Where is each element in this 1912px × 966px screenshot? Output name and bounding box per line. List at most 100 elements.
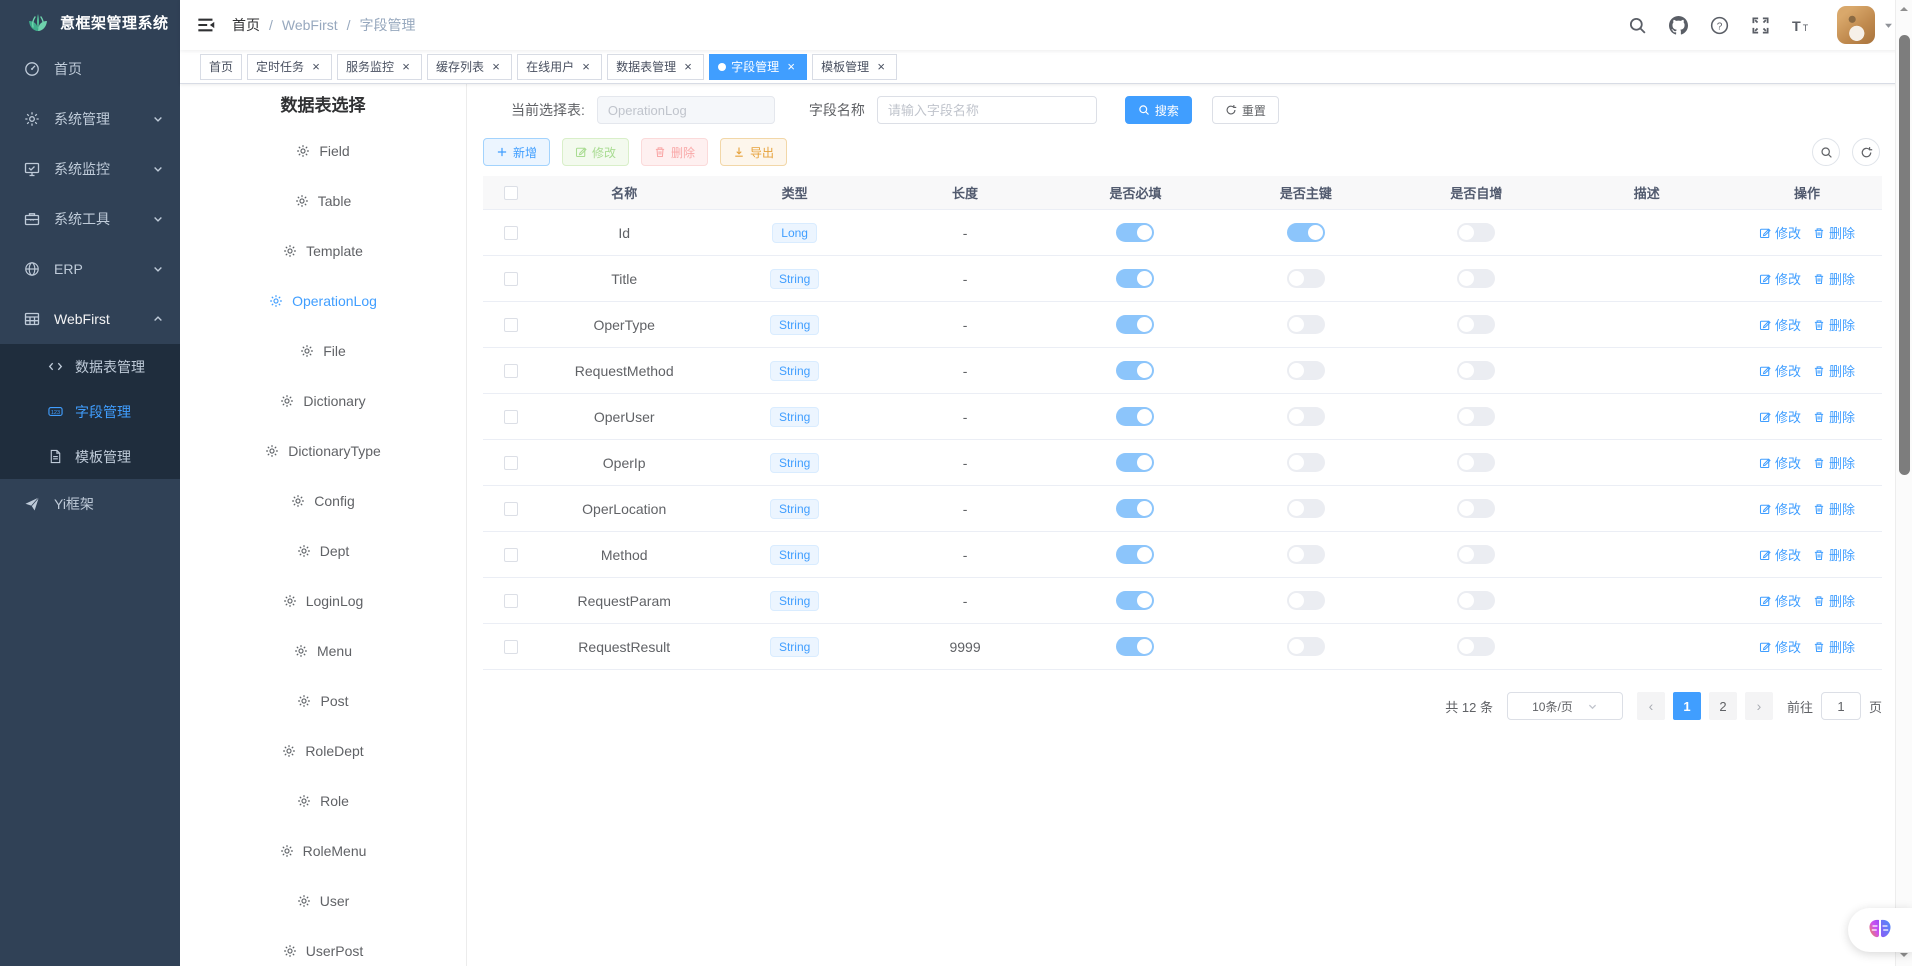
row-delete-button[interactable]: 删除 bbox=[1813, 315, 1855, 334]
fullscreen-icon[interactable] bbox=[1751, 16, 1770, 35]
tree-item-Role[interactable]: Role bbox=[180, 776, 466, 826]
sidebar-collapse-icon[interactable] bbox=[196, 15, 216, 35]
sidebar-item-ERP[interactable]: ERP bbox=[0, 244, 180, 294]
sidebar-item-WebFirst[interactable]: WebFirst bbox=[0, 294, 180, 344]
row-edit-button[interactable]: 修改 bbox=[1759, 407, 1801, 426]
primary-key-toggle[interactable] bbox=[1286, 637, 1325, 656]
add-button[interactable]: 新增 bbox=[483, 138, 551, 166]
close-icon[interactable]: × bbox=[684, 58, 692, 74]
auto-increment-toggle[interactable] bbox=[1457, 545, 1496, 564]
required-toggle[interactable] bbox=[1116, 499, 1155, 518]
required-toggle[interactable] bbox=[1116, 591, 1155, 610]
primary-key-toggle[interactable] bbox=[1286, 269, 1325, 288]
auto-increment-toggle[interactable] bbox=[1457, 637, 1496, 656]
required-toggle[interactable] bbox=[1116, 361, 1155, 380]
auto-increment-toggle[interactable] bbox=[1457, 361, 1496, 380]
assistant-floating-button[interactable] bbox=[1848, 908, 1912, 952]
close-icon[interactable]: × bbox=[582, 58, 590, 74]
scrollbar-thumb[interactable] bbox=[1899, 35, 1910, 475]
tab-在线用户[interactable]: 在线用户 × bbox=[517, 53, 603, 80]
goto-page-input[interactable] bbox=[1820, 692, 1861, 720]
tree-item-OperationLog[interactable]: OperationLog bbox=[180, 276, 466, 326]
auto-increment-toggle[interactable] bbox=[1457, 499, 1496, 518]
row-delete-button[interactable]: 删除 bbox=[1813, 591, 1855, 610]
tree-item-User[interactable]: User bbox=[180, 876, 466, 926]
prev-page-button[interactable]: ‹ bbox=[1636, 692, 1665, 720]
sidebar-item-系统监控[interactable]: 系统监控 bbox=[0, 144, 180, 194]
scroll-down-icon[interactable] bbox=[1899, 950, 1909, 960]
user-avatar[interactable] bbox=[1837, 6, 1875, 44]
row-delete-button[interactable]: 删除 bbox=[1813, 223, 1855, 242]
logo-row[interactable]: 意框架管理系统 bbox=[0, 0, 180, 44]
row-edit-button[interactable]: 修改 bbox=[1759, 591, 1801, 610]
tab-服务监控[interactable]: 服务监控 × bbox=[337, 53, 423, 80]
auto-increment-toggle[interactable] bbox=[1457, 223, 1496, 242]
required-toggle[interactable] bbox=[1116, 407, 1155, 426]
tree-item-Field[interactable]: Field bbox=[180, 126, 466, 176]
row-delete-button[interactable]: 删除 bbox=[1813, 637, 1855, 656]
tab-首页[interactable]: 首页 bbox=[200, 53, 243, 80]
primary-key-toggle[interactable] bbox=[1286, 453, 1325, 472]
primary-key-toggle[interactable] bbox=[1286, 591, 1325, 610]
refresh-table-button[interactable] bbox=[1852, 138, 1880, 166]
breadcrumb-item[interactable]: WebFirst bbox=[281, 17, 338, 33]
row-delete-button[interactable]: 删除 bbox=[1813, 407, 1855, 426]
row-checkbox[interactable] bbox=[504, 225, 518, 240]
tree-item-Post[interactable]: Post bbox=[180, 676, 466, 726]
auto-increment-toggle[interactable] bbox=[1457, 591, 1496, 610]
primary-key-toggle[interactable] bbox=[1286, 545, 1325, 564]
page-button-2[interactable]: 2 bbox=[1708, 692, 1737, 720]
row-delete-button[interactable]: 删除 bbox=[1813, 453, 1855, 472]
current-table-input[interactable] bbox=[596, 96, 775, 124]
export-button[interactable]: 导出 bbox=[720, 138, 788, 166]
tree-item-Template[interactable]: Template bbox=[180, 226, 466, 276]
close-icon[interactable]: × bbox=[492, 58, 500, 74]
primary-key-toggle[interactable] bbox=[1286, 407, 1325, 426]
page-size-select[interactable]: 10条/页 bbox=[1506, 692, 1623, 720]
sidebar-item-系统工具[interactable]: 系统工具 bbox=[0, 194, 180, 244]
close-icon[interactable]: × bbox=[787, 58, 795, 74]
tree-item-DictionaryType[interactable]: DictionaryType bbox=[180, 426, 466, 476]
row-edit-button[interactable]: 修改 bbox=[1759, 499, 1801, 518]
required-toggle[interactable] bbox=[1116, 315, 1155, 334]
select-all-checkbox[interactable] bbox=[504, 185, 518, 200]
tab-模板管理[interactable]: 模板管理 × bbox=[812, 53, 898, 80]
tree-item-Dictionary[interactable]: Dictionary bbox=[180, 376, 466, 426]
row-edit-button[interactable]: 修改 bbox=[1759, 545, 1801, 564]
row-delete-button[interactable]: 删除 bbox=[1813, 269, 1855, 288]
row-delete-button[interactable]: 删除 bbox=[1813, 499, 1855, 518]
row-checkbox[interactable] bbox=[504, 639, 518, 654]
search-icon[interactable] bbox=[1628, 16, 1647, 35]
tab-缓存列表[interactable]: 缓存列表 × bbox=[427, 53, 513, 80]
tree-item-RoleDept[interactable]: RoleDept bbox=[180, 726, 466, 776]
row-edit-button[interactable]: 修改 bbox=[1759, 223, 1801, 242]
breadcrumb-item[interactable]: 字段管理 bbox=[359, 17, 416, 33]
tab-数据表管理[interactable]: 数据表管理 × bbox=[607, 53, 705, 80]
search-button[interactable]: 搜索 bbox=[1124, 96, 1192, 124]
sidebar-item-Yi框架[interactable]: Yi框架 bbox=[0, 479, 180, 529]
sidebar-subitem-数据表管理[interactable]: 数据表管理 bbox=[0, 344, 180, 389]
primary-key-toggle[interactable] bbox=[1286, 361, 1325, 380]
close-icon[interactable]: × bbox=[312, 58, 320, 74]
help-icon[interactable]: ? bbox=[1710, 16, 1729, 35]
tree-item-Table[interactable]: Table bbox=[180, 176, 466, 226]
auto-increment-toggle[interactable] bbox=[1457, 315, 1496, 334]
primary-key-toggle[interactable] bbox=[1286, 223, 1325, 242]
edit-button[interactable]: 修改 bbox=[562, 138, 630, 166]
tree-item-Config[interactable]: Config bbox=[180, 476, 466, 526]
required-toggle[interactable] bbox=[1116, 637, 1155, 656]
auto-increment-toggle[interactable] bbox=[1457, 407, 1496, 426]
row-edit-button[interactable]: 修改 bbox=[1759, 315, 1801, 334]
tab-定时任务[interactable]: 定时任务 × bbox=[247, 53, 333, 80]
tree-item-Dept[interactable]: Dept bbox=[180, 526, 466, 576]
sidebar-item-系统管理[interactable]: 系统管理 bbox=[0, 94, 180, 144]
primary-key-toggle[interactable] bbox=[1286, 499, 1325, 518]
row-checkbox[interactable] bbox=[504, 271, 518, 286]
required-toggle[interactable] bbox=[1116, 269, 1155, 288]
primary-key-toggle[interactable] bbox=[1286, 315, 1325, 334]
row-checkbox[interactable] bbox=[504, 501, 518, 516]
toggle-search-button[interactable] bbox=[1812, 138, 1840, 166]
close-icon[interactable]: × bbox=[402, 58, 410, 74]
required-toggle[interactable] bbox=[1116, 545, 1155, 564]
